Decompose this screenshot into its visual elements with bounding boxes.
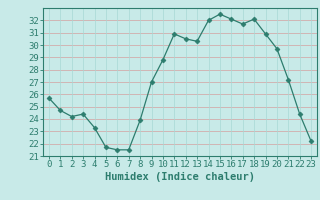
X-axis label: Humidex (Indice chaleur): Humidex (Indice chaleur) [105, 172, 255, 182]
